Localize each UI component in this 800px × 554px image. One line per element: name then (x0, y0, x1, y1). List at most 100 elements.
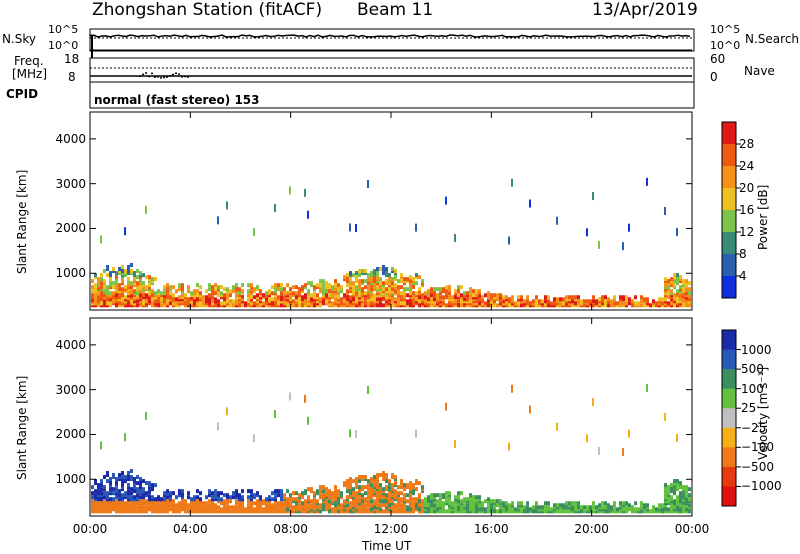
velocity-cell (478, 501, 481, 506)
velocity-cell (337, 497, 340, 502)
power-cell (241, 291, 244, 296)
velocity-cell (580, 505, 583, 510)
velocity-cell (208, 507, 211, 512)
velocity-cell (466, 503, 469, 508)
power-cell (295, 295, 298, 300)
power-cell (316, 303, 319, 308)
velocity-cell (346, 489, 349, 494)
power-cell (361, 289, 364, 294)
power-cell (400, 279, 403, 284)
power-cell (478, 291, 481, 296)
power-cell (307, 301, 310, 306)
power-cell (619, 303, 622, 308)
power-cell (283, 295, 286, 300)
velocity-cell (274, 509, 277, 514)
power-cell (442, 297, 445, 302)
power-cell (403, 289, 406, 294)
velocity-cell (373, 489, 376, 494)
power-cell (301, 295, 304, 300)
power-cell (649, 303, 652, 308)
power-cell (298, 293, 301, 298)
power-cell (508, 301, 511, 306)
velocity-cell (118, 503, 121, 508)
power-cell (454, 295, 457, 300)
power-cell (358, 269, 361, 274)
power-cell (490, 301, 493, 306)
velocity-cell (133, 481, 136, 486)
power-cell (112, 269, 115, 274)
power-cell (562, 297, 565, 302)
velocity-cell (412, 501, 415, 506)
power-cell (124, 297, 127, 302)
velocity-cell (592, 509, 595, 514)
velocity-cell (349, 479, 352, 484)
velocity-cell (337, 493, 340, 498)
power-cell (229, 289, 232, 294)
velocity-cell (127, 495, 130, 500)
velocity-cell (187, 509, 190, 514)
power-cell (406, 301, 409, 306)
velocity-cell (253, 434, 255, 443)
power-cell (373, 301, 376, 306)
power-cell (511, 301, 514, 306)
velocity-cell (412, 509, 415, 514)
power-cell (466, 297, 469, 302)
power-cell (181, 283, 184, 288)
velocity-cell (397, 509, 400, 514)
velocity-cell (331, 495, 334, 500)
velocity-cell (97, 491, 100, 496)
power-cell (97, 285, 100, 290)
power-cell (673, 275, 676, 280)
velocity-cell (436, 503, 439, 508)
velocity-cell (343, 509, 346, 514)
power-cell (94, 299, 97, 304)
power-cell (268, 289, 271, 294)
power-cell (367, 277, 370, 282)
power-cell (424, 297, 427, 302)
velocity-cell (316, 491, 319, 496)
velocity-cell (250, 501, 253, 506)
velocity-cell (472, 499, 475, 504)
freq-trace (90, 67, 692, 79)
power-cell (103, 293, 106, 298)
power-cell (190, 297, 193, 302)
power-cell (160, 299, 163, 304)
velocity-cell (454, 495, 457, 500)
power-cell (166, 295, 169, 300)
power-cell (574, 297, 577, 302)
power-cell (259, 293, 262, 298)
velocity-cell (379, 503, 382, 508)
power-cell (268, 291, 271, 296)
velocity-cell (241, 499, 244, 504)
velocity-cell (601, 509, 604, 514)
power-cell (331, 285, 334, 290)
power-cell (394, 291, 397, 296)
power-cell (592, 303, 595, 308)
power-cell (619, 299, 622, 304)
velocity-cell (346, 479, 349, 484)
velocity-cell (562, 507, 565, 512)
power-cell (121, 269, 124, 274)
power-cell (253, 295, 256, 300)
velocity-cell (310, 505, 313, 510)
velocity-cell (334, 507, 337, 512)
velocity-cell (409, 485, 412, 490)
velocity-cell (622, 509, 625, 514)
velocity-cell (124, 493, 127, 498)
velocity-cell (478, 503, 481, 508)
velocity-cell (154, 507, 157, 512)
velocity-cell (139, 485, 142, 490)
velocity-cell (157, 507, 160, 512)
velocity-cell (166, 503, 169, 508)
velocity-cell (511, 505, 514, 510)
power-cell (514, 303, 517, 308)
velocity-cell (247, 505, 250, 510)
velocity-cell (250, 505, 253, 510)
power-cell (517, 297, 520, 302)
velocity-cell (352, 503, 355, 508)
velocity-cell (169, 491, 172, 496)
power-cell (544, 301, 547, 306)
power-cell (148, 293, 151, 298)
power-cell (373, 277, 376, 282)
power-cell (223, 301, 226, 306)
